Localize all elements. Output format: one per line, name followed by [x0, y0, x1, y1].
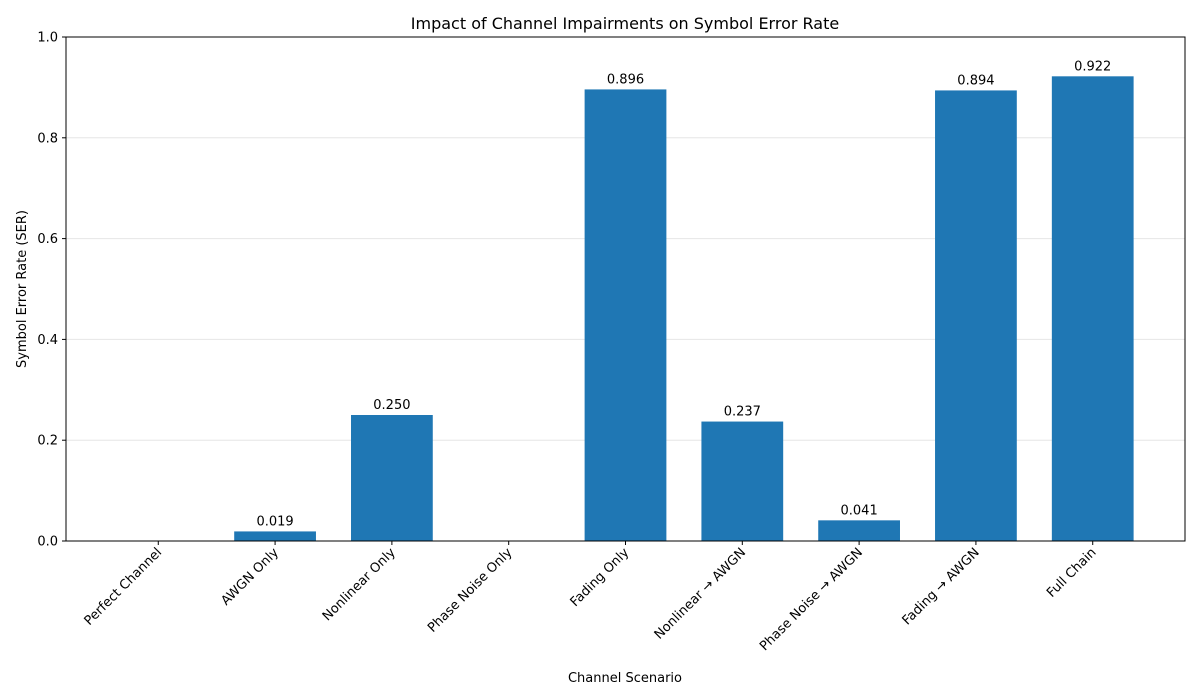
value-label: 0.041 — [841, 503, 878, 518]
x-tick-label: Perfect Channel — [82, 545, 165, 628]
x-tick-label: Full Chain — [1044, 545, 1100, 601]
x-tick-label: AWGN Only — [218, 545, 282, 609]
bar — [234, 531, 316, 541]
bar — [935, 90, 1017, 541]
bar — [1051, 76, 1134, 541]
bar — [584, 89, 667, 541]
bar — [818, 520, 900, 541]
bar — [351, 415, 433, 541]
value-label: 0.896 — [607, 72, 644, 87]
value-label: 0.894 — [957, 73, 994, 88]
x-tick-label: Phase Noise Only — [425, 545, 516, 636]
value-label: 0.250 — [373, 398, 410, 413]
x-tick-label: Fading Only — [568, 545, 633, 610]
y-tick-label: 0.6 — [37, 232, 58, 247]
x-tick-label: Nonlinear Only — [320, 545, 399, 624]
plot-frame — [65, 36, 1186, 542]
y-axis-label: Symbol Error Rate (SER) — [15, 210, 30, 368]
y-tick-label: 1.0 — [37, 31, 58, 46]
value-label: 0.922 — [1074, 59, 1111, 74]
x-tick-label: Phase Noise → AWGN — [757, 545, 866, 654]
y-tick-label: 0.8 — [37, 131, 58, 146]
y-tick-label: 0.4 — [37, 333, 58, 348]
x-tick-label: Nonlinear → AWGN — [652, 545, 749, 642]
y-tick-label: 0.0 — [37, 535, 58, 550]
value-label: 0.237 — [724, 405, 761, 420]
bar — [701, 421, 784, 541]
value-label: 0.019 — [256, 514, 293, 529]
y-tick-label: 0.2 — [37, 434, 58, 449]
chart-title: Impact of Channel Impairments on Symbol … — [411, 14, 839, 33]
x-axis-label: Channel Scenario — [568, 671, 682, 686]
x-tick-label: Fading → AWGN — [900, 545, 983, 628]
